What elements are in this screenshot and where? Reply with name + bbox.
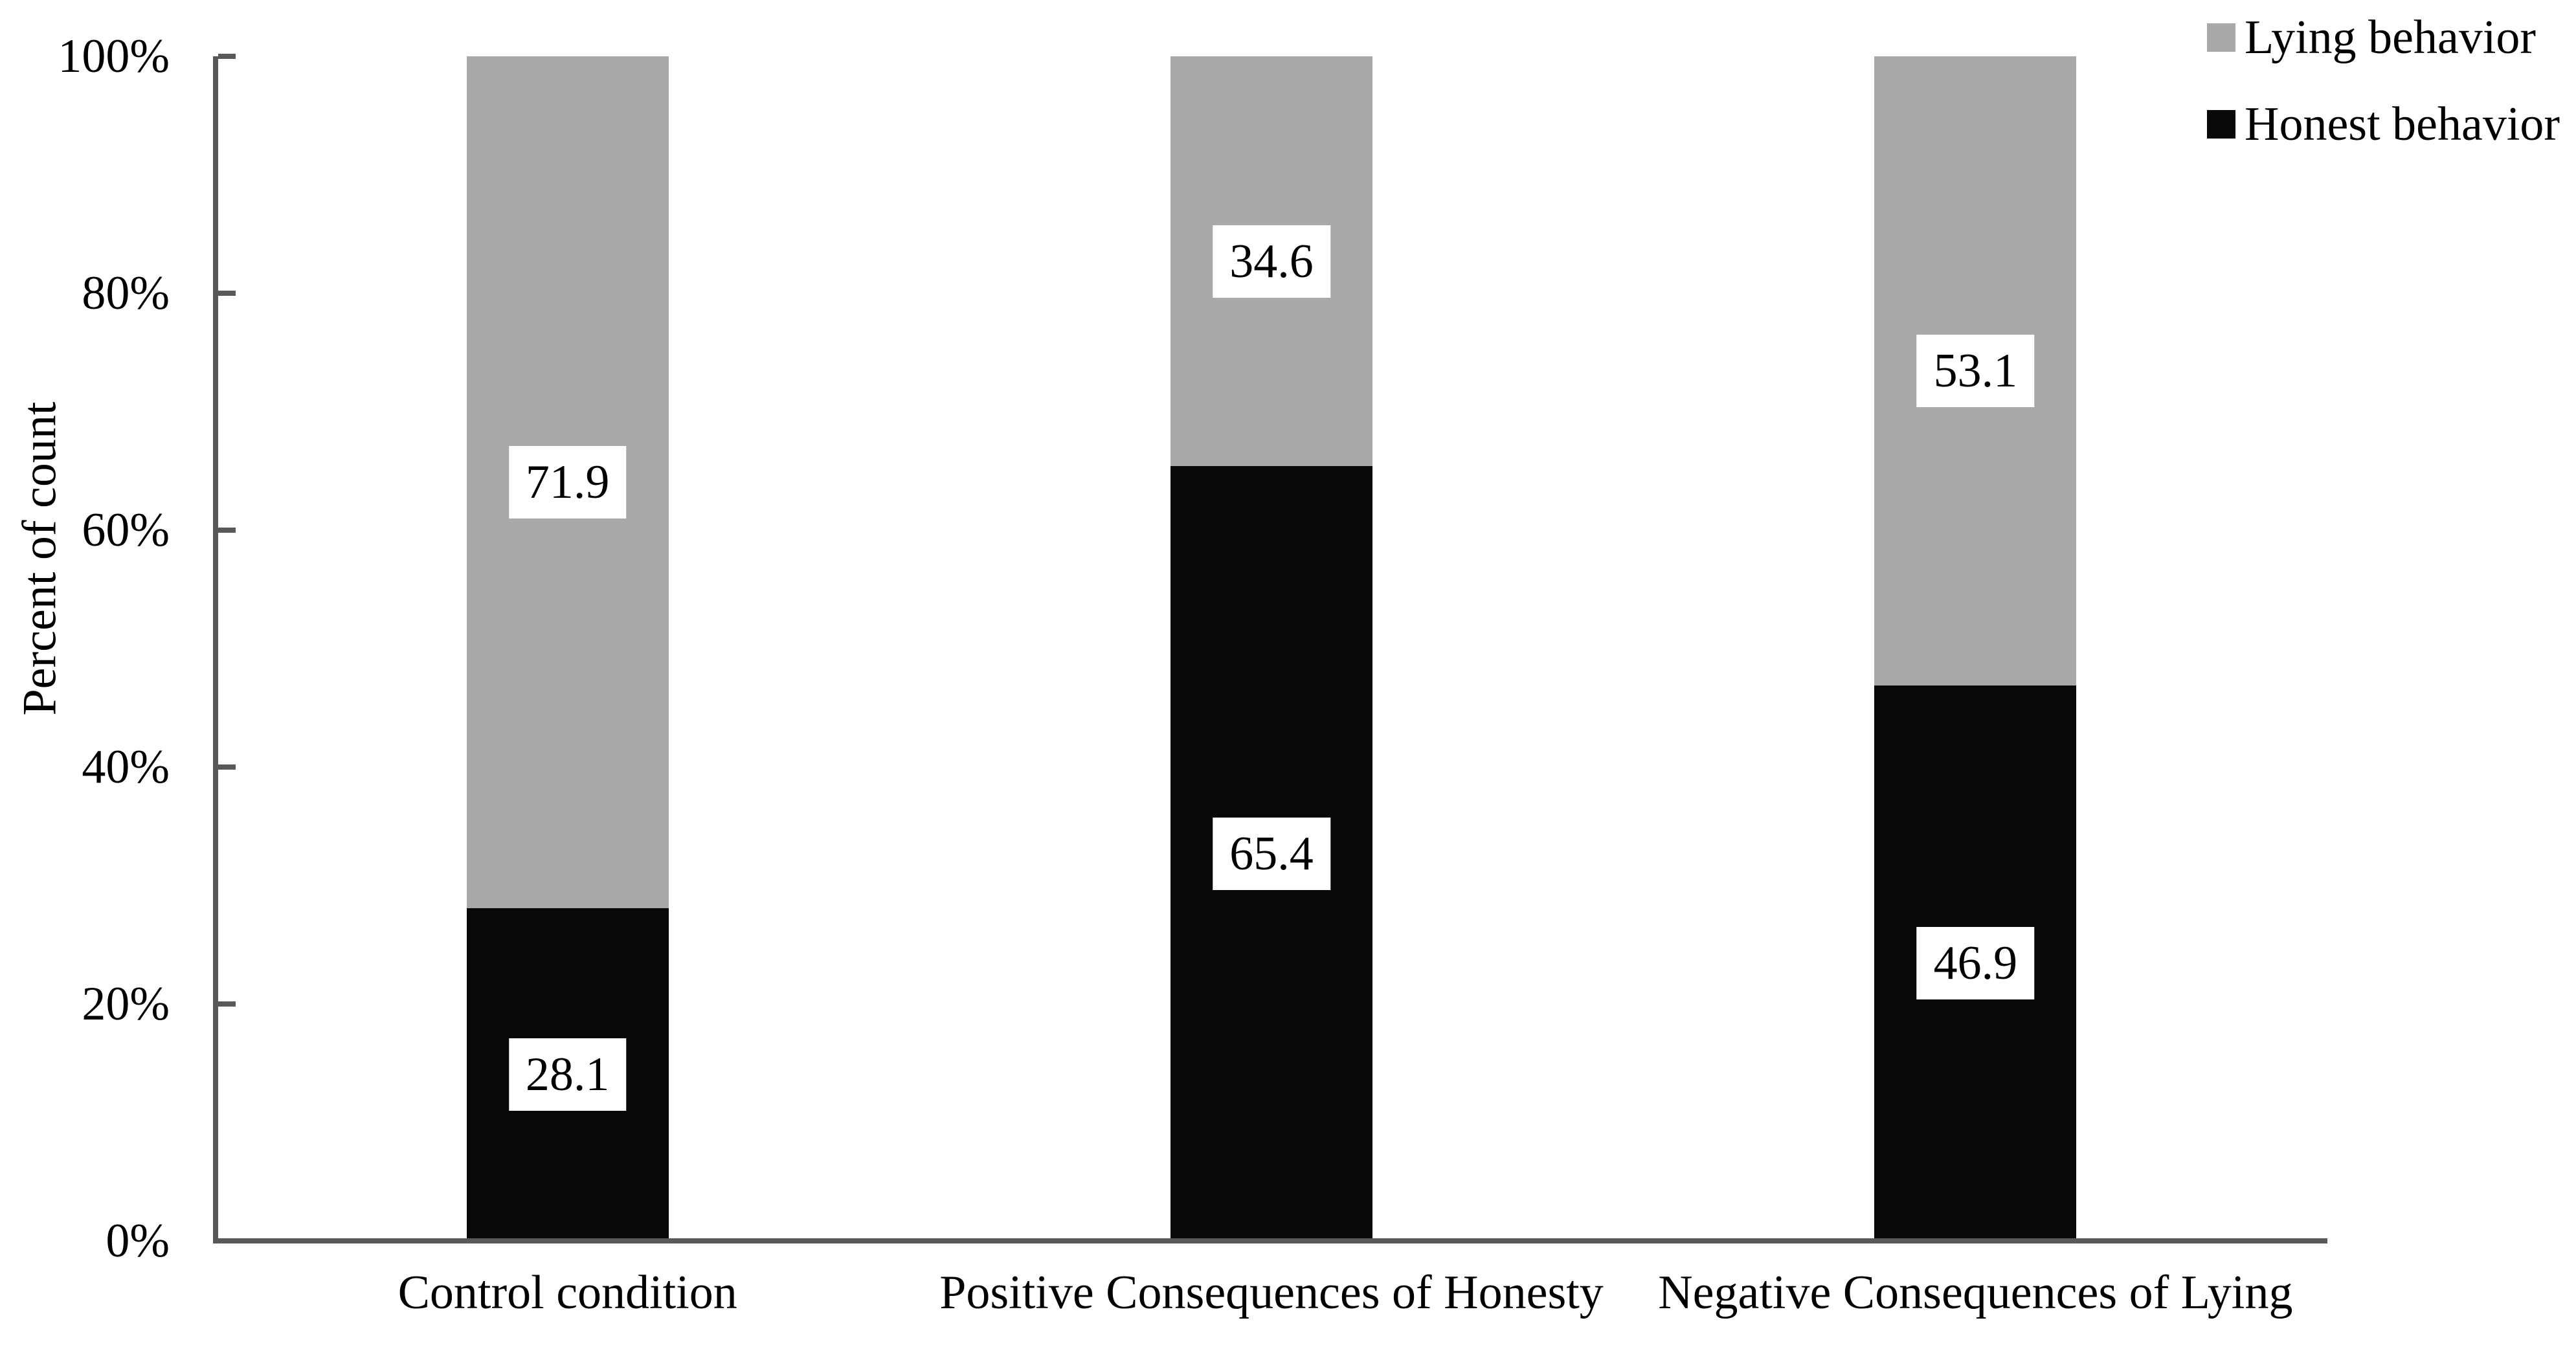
legend-label: Lying behavior [2245, 10, 2537, 64]
y-tick-label: 100% [58, 30, 170, 83]
y-tick-mark [218, 1001, 236, 1007]
y-tick-mark [218, 764, 236, 770]
x-category-label: Control condition [398, 1266, 737, 1319]
legend-swatch-icon [2207, 110, 2235, 139]
bar-value-label: 65.4 [1213, 817, 1330, 890]
y-tick-label: 0% [106, 1214, 170, 1267]
bar-value-label: 71.9 [508, 445, 627, 518]
legend-swatch-icon [2207, 23, 2235, 52]
bar-value-label: 34.6 [1213, 225, 1330, 298]
bar-value-label: 46.9 [1916, 926, 2035, 999]
y-tick-label: 80% [82, 267, 170, 320]
x-axis-line [213, 1238, 2327, 1243]
x-category-label: Positive Consequences of Honesty [939, 1266, 1604, 1319]
y-tick-label: 20% [82, 977, 170, 1031]
legend-item: Lying behavior [2207, 9, 2560, 66]
y-tick-mark [218, 291, 236, 296]
y-tick-mark [218, 528, 236, 533]
legend-label: Honest behavior [2245, 97, 2560, 151]
bar-value-label: 53.1 [1916, 334, 2035, 407]
bar-value-label: 28.1 [508, 1038, 627, 1111]
y-axis-title: Percent of count [13, 401, 67, 716]
y-tick-label: 60% [82, 504, 170, 557]
legend-item: Honest behavior [2207, 96, 2560, 153]
y-axis-line [213, 56, 218, 1243]
x-category-label: Negative Consequences of Lying [1658, 1266, 2293, 1319]
y-tick-label: 40% [82, 741, 170, 794]
y-tick-mark [218, 54, 236, 59]
legend: Lying behavior Honest behavior [2207, 9, 2560, 183]
